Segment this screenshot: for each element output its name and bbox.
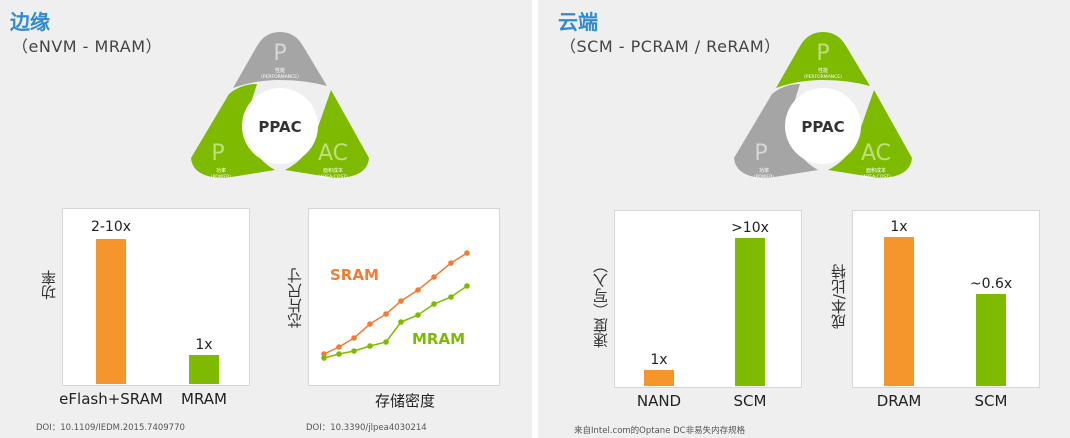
ppac-left-letter: P — [211, 141, 224, 166]
power-bar-eflash — [96, 239, 126, 384]
sram-point — [398, 298, 404, 304]
cost-chart-ylabel: 成本/比特 — [830, 264, 848, 330]
cloud-panel: 云端 （SCM - PCRAM / ReRAM） PPAC P 性能 (PERF… — [538, 0, 1070, 438]
ppac-left-en: (POWER) — [754, 174, 774, 180]
sram-point — [415, 287, 421, 293]
mram-series-label: MRAM — [412, 330, 465, 348]
doi-density: DOI：10.3390/jlpea4030214 — [306, 423, 427, 433]
ppac-right-cn: 面积成本 — [866, 167, 886, 174]
ppac-top-en: (PERFORMANCE) — [804, 74, 842, 80]
sram-series-label: SRAM — [330, 266, 379, 284]
ppac-top-en: (PERFORMANCE) — [261, 74, 299, 80]
mram-point — [336, 351, 342, 357]
ppac-segment-performance — [776, 32, 870, 88]
power-cat-mram: MRAM — [181, 390, 227, 408]
sram-point — [448, 260, 454, 266]
mram-point — [398, 319, 404, 325]
sram-point — [464, 250, 470, 256]
power-cat-eflash: eFlash+SRAM — [59, 390, 163, 408]
ppac-top-letter: P — [816, 41, 829, 66]
cloud-heading: 云端 — [558, 10, 598, 34]
ppac-center-circle — [785, 88, 861, 164]
speed-bar-scm — [735, 238, 765, 386]
sram-point — [351, 335, 357, 341]
sram-line — [323, 252, 468, 355]
ppac-diagram-cloud: PPAC P 性能 (PERFORMANCE) P 功率 (POWER) AC … — [734, 32, 912, 180]
ppac-left-cn: 功率 — [759, 167, 769, 174]
ppac-center-circle — [242, 88, 318, 164]
cost-cat-dram: DRAM — [876, 392, 922, 410]
source-note: 来自Intel.com的Optane DC非易失内存规格 — [574, 426, 746, 436]
ppac-center-label: PPAC — [258, 118, 301, 136]
speed-cat-scm: SCM — [733, 392, 767, 410]
edge-panel: 边缘 （eNVM - MRAM） PPAC P 性能 (PERFORMANCE)… — [0, 0, 532, 438]
ppac-left-letter: P — [754, 141, 767, 166]
ppac-top-cn: 性能 — [818, 67, 828, 74]
ppac-segment-area-cost — [828, 90, 912, 178]
cost-label-dram: 1x — [890, 219, 908, 235]
speed-cat-nand: NAND — [636, 392, 682, 410]
power-label-eflash: 2-10x — [90, 219, 132, 235]
sram-point — [321, 351, 327, 357]
ppac-segment-performance — [233, 32, 327, 88]
ppac-segment-power — [734, 84, 818, 178]
cost-cat-scm: SCM — [974, 392, 1008, 410]
speed-bar-nand — [644, 370, 674, 386]
speed-label-nand: 1x — [650, 352, 668, 368]
sram-point — [336, 344, 342, 350]
power-bar-mram — [189, 355, 219, 384]
mram-point — [415, 312, 421, 318]
sram-point — [431, 274, 437, 280]
doi-power: DOI：10.1109/IEDM.2015.7409770 — [36, 423, 185, 433]
speed-label-scm: >10x — [731, 220, 769, 236]
ppac-right-en: (AREA-COST) — [861, 174, 891, 180]
cost-bar-dram — [884, 237, 914, 386]
density-lines: SRAM MRAM — [321, 250, 470, 361]
edge-subtitle: （eNVM - MRAM） — [12, 37, 163, 56]
mram-point — [367, 343, 373, 349]
sram-point — [367, 321, 373, 327]
mram-point — [383, 339, 389, 345]
ppac-diagram-edge: PPAC P 性能 (PERFORMANCE) P 功率 (POWER) AC … — [191, 32, 369, 180]
power-label-mram: 1x — [195, 337, 213, 353]
mram-point — [464, 283, 470, 289]
ppac-right-cn: 面积成本 — [323, 167, 343, 174]
mram-line — [323, 285, 468, 359]
speed-chart-ylabel: 速度（写入） — [592, 258, 610, 348]
ppac-top-letter: P — [273, 41, 286, 66]
mram-point — [448, 294, 454, 300]
density-chart-xlabel: 存储密度 — [374, 392, 435, 410]
ppac-right-letter: AC — [861, 141, 891, 166]
ppac-segment-area-cost — [285, 90, 369, 178]
mram-point — [351, 348, 357, 354]
edge-heading: 边缘 — [10, 10, 50, 34]
ppac-right-en: (AREA-COST) — [318, 174, 348, 180]
mram-point — [431, 301, 437, 307]
ppac-segment-power — [191, 84, 275, 178]
ppac-left-cn: 功率 — [216, 167, 226, 174]
power-chart-ylabel: 功率 — [40, 270, 58, 300]
cost-chart-box — [852, 210, 1040, 388]
ppac-left-en: (POWER) — [211, 174, 231, 180]
cloud-subtitle: （SCM - PCRAM / ReRAM） — [560, 37, 781, 56]
ppac-top-cn: 性能 — [275, 67, 285, 74]
density-chart-ylabel: 芯片尺寸 — [286, 268, 304, 328]
speed-chart-box — [614, 210, 802, 388]
ppac-right-letter: AC — [318, 141, 348, 166]
sram-point — [383, 311, 389, 317]
cost-bar-scm — [976, 294, 1006, 386]
ppac-center-label: PPAC — [801, 118, 844, 136]
mram-point — [321, 355, 327, 361]
cost-label-scm: ~0.6x — [969, 276, 1013, 292]
